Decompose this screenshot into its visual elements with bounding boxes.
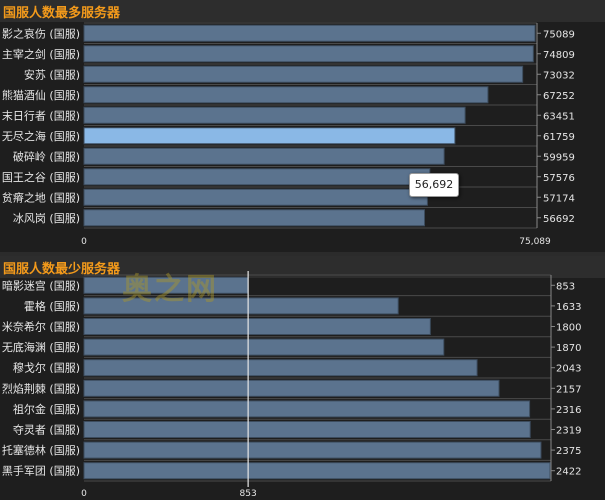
bar: [83, 421, 531, 438]
category-label: 无底海渊 (国服): [2, 340, 80, 354]
value-label: 2375: [556, 446, 581, 457]
value-label: 67252: [543, 91, 575, 102]
value-label: 56692: [543, 214, 575, 225]
value-label: 2043: [556, 364, 581, 375]
value-label: 853: [556, 281, 575, 292]
value-label: 1870: [556, 343, 581, 354]
category-label: 烈焰荆棘 (国服): [2, 381, 80, 395]
category-label: 霍格 (国服): [24, 299, 80, 313]
category-label: 影之哀伤 (国服): [2, 26, 80, 40]
bar: [83, 318, 431, 335]
category-label: 米奈希尔 (国服): [2, 320, 80, 334]
bar: [83, 147, 445, 165]
x-tick-label: 853: [240, 489, 257, 499]
category-label: 夺灵者 (国服): [13, 424, 80, 437]
category-label: 黑手军团 (国服): [2, 464, 80, 478]
top-panel-title: 国服人数最多服务器: [3, 6, 121, 21]
x-tick-label: 75,089: [519, 237, 551, 247]
bar: [83, 86, 489, 104]
category-label: 祖尔金 (国服): [13, 402, 80, 416]
bar: [83, 209, 426, 227]
value-label: 1633: [556, 302, 581, 313]
bottom-panel-title: 国服人数最少服务器: [3, 262, 121, 277]
value-label: 2316: [556, 405, 581, 416]
value-label: 2319: [556, 426, 581, 437]
value-label: 73032: [543, 70, 575, 81]
bar: [83, 441, 542, 459]
bar: [83, 400, 531, 418]
bar: [83, 45, 534, 63]
value-label: 75089: [543, 29, 575, 40]
bar: [83, 297, 399, 315]
bar: [83, 462, 551, 480]
value-label: 63451: [543, 111, 575, 122]
watermark-logo: 奥之网: [122, 272, 218, 307]
category-label: 贫瘠之地 (国服): [2, 190, 80, 204]
bar-highlighted: [83, 127, 456, 145]
category-label: 穆戈尔 (国服): [13, 361, 80, 375]
category-label: 末日行者 (国服): [2, 108, 80, 122]
category-label: 托塞德林 (国服): [2, 443, 80, 457]
value-label: 61759: [543, 132, 575, 143]
category-label: 国王之谷 (国服): [2, 170, 80, 184]
x-tick-label: 0: [81, 489, 87, 499]
value-label: 2157: [556, 384, 581, 395]
bar-tooltip: 56,692: [409, 173, 459, 197]
bar: [83, 168, 431, 186]
bar: [83, 338, 445, 356]
value-label: 2422: [556, 467, 581, 478]
bar: [83, 106, 466, 124]
value-label: 1800: [556, 323, 581, 334]
category-label: 暗影迷宫 (国服): [2, 278, 80, 292]
category-label: 主宰之剑 (国服): [2, 47, 80, 61]
category-label: 无尽之海 (国服): [2, 129, 80, 143]
value-label: 57174: [543, 193, 575, 204]
value-label: 74809: [543, 50, 575, 61]
bottom-panel-title-bar: [0, 256, 605, 278]
value-label: 57576: [543, 173, 575, 184]
bar: [83, 65, 524, 83]
category-label: 熊猫酒仙 (国服): [2, 88, 80, 102]
x-tick-label: 0: [81, 237, 87, 247]
category-label: 破碎岭 (国服): [13, 149, 80, 163]
category-label: 冰风岗 (国服): [13, 212, 80, 225]
bar: [83, 188, 428, 206]
bar: [83, 24, 536, 42]
bar: [83, 359, 478, 377]
bar: [83, 379, 500, 397]
category-label: 安苏 (国服): [24, 67, 80, 81]
top-panel-title-bar: [0, 0, 605, 22]
value-label: 59959: [543, 152, 575, 163]
